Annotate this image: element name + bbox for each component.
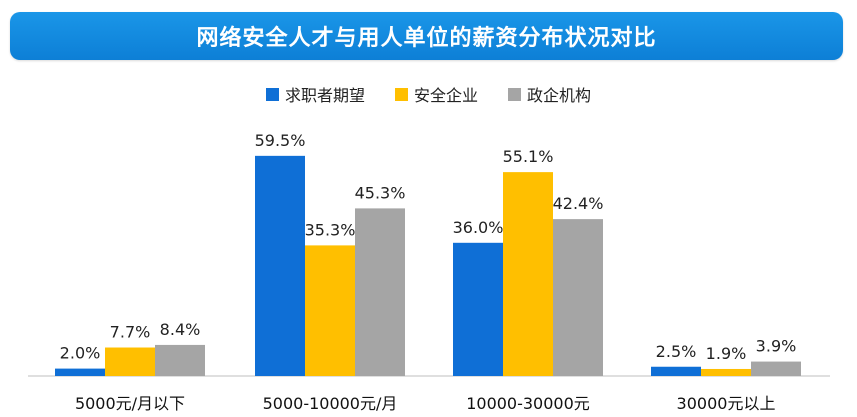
title-banner: 网络安全人才与用人单位的薪资分布状况对比 <box>10 12 843 60</box>
bar-s0-c1 <box>255 155 305 376</box>
bar-value-label-s1-c0: 7.7% <box>110 323 151 342</box>
legend-label-security-company: 安全企业 <box>413 86 478 105</box>
bar-s1-c1 <box>305 245 355 376</box>
legend-label-gov-enterprise: 政企机构 <box>527 86 592 105</box>
bar-value-label-s1-c3: 1.9% <box>706 344 747 363</box>
bar-value-label-s2-c0: 8.4% <box>160 320 201 339</box>
bar-s1-c2 <box>503 172 553 376</box>
legend-item-gov-enterprise: 政企机构 <box>508 82 591 106</box>
category-label-0: 5000元/月以下 <box>75 394 185 413</box>
bar-s2-c2 <box>553 219 603 376</box>
bar-s0-c3 <box>651 366 701 376</box>
bar-s1-c3 <box>701 368 751 376</box>
bar-value-label-s1-c1: 35.3% <box>305 220 356 239</box>
bar-s1-c0 <box>105 347 155 376</box>
bar-value-label-s0-c0: 2.0% <box>60 344 101 363</box>
legend-swatch-security-company <box>394 87 408 101</box>
bar-s0-c0 <box>55 368 105 376</box>
legend-item-job-seeker: 求职者期望 <box>265 82 365 106</box>
bar-s2-c0 <box>155 344 205 376</box>
bar-value-label-s0-c2: 36.0% <box>453 218 504 237</box>
bar-value-label-s0-c1: 59.5% <box>255 131 306 150</box>
legend-item-security-company: 安全企业 <box>394 82 478 106</box>
bar-value-label-s2-c1: 45.3% <box>355 183 406 202</box>
chart-title: 网络安全人才与用人单位的薪资分布状况对比 <box>196 26 657 51</box>
bar-s2-c3 <box>751 361 801 376</box>
legend-label-job-seeker: 求职者期望 <box>284 86 365 105</box>
category-label-1: 5000-10000元/月 <box>263 394 398 413</box>
bar-value-label-s1-c2: 55.1% <box>503 147 554 166</box>
bar-s2-c1 <box>355 208 405 376</box>
bar-value-label-s2-c2: 42.4% <box>553 194 604 213</box>
category-label-2: 10000-30000元 <box>466 394 590 413</box>
legend-swatch-job-seeker <box>265 87 279 101</box>
category-label-3: 30000元以上 <box>677 394 776 413</box>
bar-value-label-s2-c3: 3.9% <box>756 337 797 356</box>
legend-swatch-gov-enterprise <box>508 87 521 101</box>
bar-s0-c2 <box>453 242 503 376</box>
bar-value-label-s0-c3: 2.5% <box>656 342 697 361</box>
legend: 求职者期望 安全企业 政企机构 <box>0 82 857 106</box>
